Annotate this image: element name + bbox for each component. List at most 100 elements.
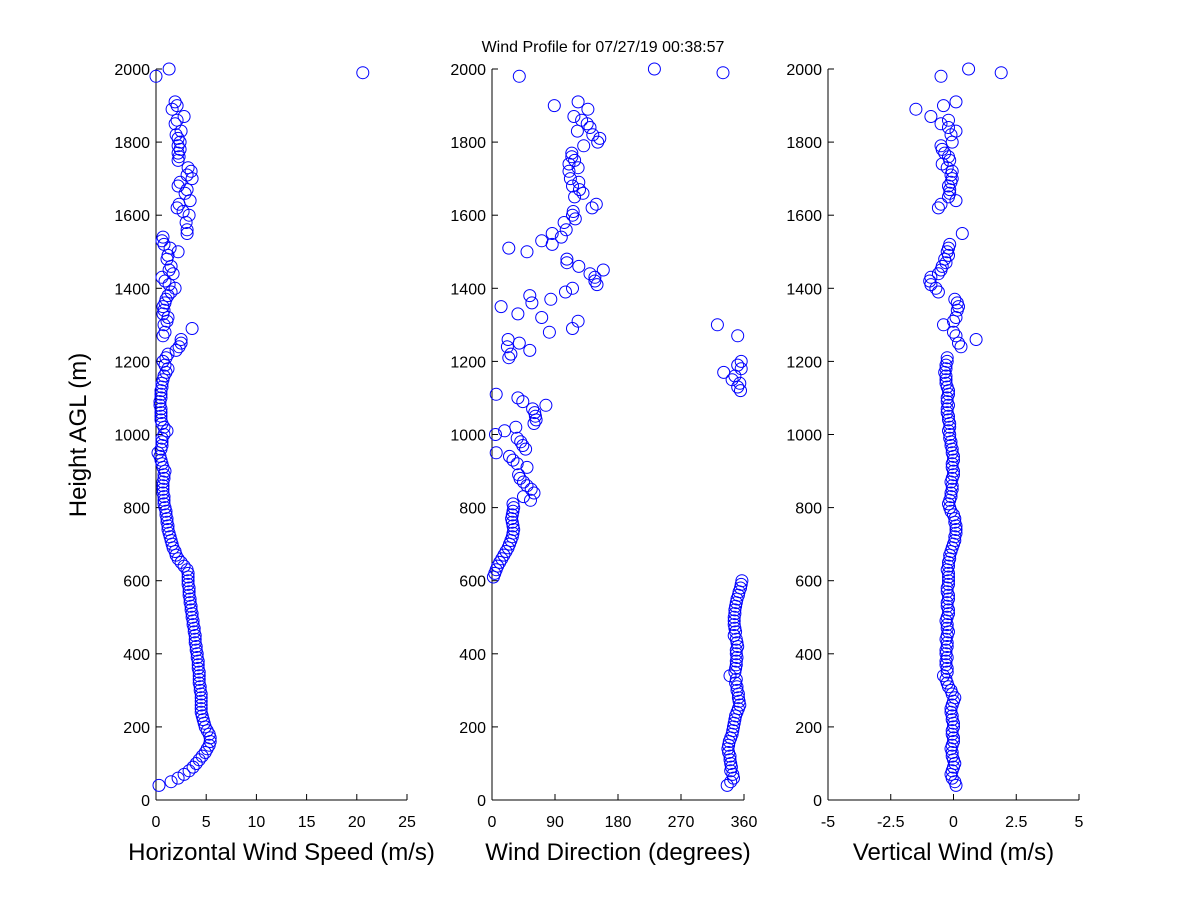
direction-data-point <box>559 285 572 299</box>
direction-data-point <box>510 431 524 445</box>
vertical-data-point <box>949 523 963 536</box>
direction-data-point <box>734 362 748 376</box>
direction-data-point <box>542 325 556 339</box>
speed-data-point <box>161 362 175 376</box>
speed-data-point <box>156 486 170 500</box>
vertical-data-point <box>939 672 953 686</box>
speed-data-point <box>181 577 195 591</box>
speed-y-tick-label: 600 <box>123 574 150 591</box>
vertical-y-tick-label: 1400 <box>786 281 822 298</box>
direction-data-point <box>544 292 558 306</box>
vertical-x-axis-label: Vertical Wind (m/s) <box>853 839 1054 866</box>
speed-data-point <box>194 698 208 712</box>
direction-y-tick-label: 1200 <box>450 354 486 371</box>
vertical-data-point <box>909 102 923 116</box>
speed-data-point <box>186 618 200 632</box>
direction-data-point <box>730 683 744 697</box>
vertical-data-point <box>949 124 963 138</box>
direction-x-tick-label: 90 <box>546 814 564 831</box>
vertical-data-point <box>935 259 949 273</box>
direction-data-point <box>524 493 537 507</box>
y-axis-label: Height AGL (m) <box>65 353 92 518</box>
speed-data-point <box>180 183 194 197</box>
vertical-data-point <box>947 735 960 748</box>
speed-data-point <box>156 329 170 343</box>
vertical-data-point <box>950 296 964 310</box>
vertical-data-point <box>939 658 953 672</box>
vertical-data-point <box>942 592 955 606</box>
speed-x-axis-label: Horizontal Wind Speed (m/s) <box>128 839 435 866</box>
speed-y-tick-label: 2000 <box>114 62 150 79</box>
direction-data-point <box>589 197 603 211</box>
speed-data-point <box>202 727 216 741</box>
speed-data-point <box>164 775 178 789</box>
direction-data-point <box>489 428 502 441</box>
vertical-data-point <box>940 585 954 599</box>
direction-data-point <box>568 153 582 167</box>
vertical-data-point <box>942 121 955 134</box>
speed-data-point <box>154 409 168 423</box>
speed-y-tick-label: 0 <box>141 793 150 810</box>
direction-data-point <box>727 614 741 628</box>
speed-data-point <box>173 175 187 189</box>
direction-data-point <box>593 131 607 145</box>
direction-data-point <box>567 110 581 123</box>
direction-data-point <box>571 314 585 328</box>
direction-data-point <box>560 256 574 270</box>
speed-data-point <box>149 69 163 83</box>
direction-data-point <box>517 475 530 489</box>
vertical-data-point <box>943 431 957 445</box>
speed-data-point <box>171 245 185 259</box>
direction-data-point <box>520 460 534 474</box>
speed-data-point <box>157 237 171 251</box>
vertical-data-point <box>940 640 954 653</box>
speed-y-tick-label: 1600 <box>114 208 150 225</box>
speed-x-tick-label: 0 <box>152 814 161 831</box>
vertical-x-tick-label: 0 <box>949 814 958 831</box>
vertical-data-point <box>944 490 958 504</box>
speed-data-point <box>192 669 206 683</box>
vertical-y-tick-label: 400 <box>795 647 822 664</box>
direction-data-point <box>547 99 561 113</box>
direction-data-point <box>506 453 520 467</box>
speed-data-point <box>171 131 185 145</box>
speed-data-point <box>161 523 175 536</box>
direction-y-tick-label: 200 <box>459 720 486 737</box>
direction-data-point <box>727 618 741 632</box>
direction-y-tick-label: 1400 <box>450 281 486 298</box>
direction-data-point <box>734 354 748 368</box>
speed-data-point <box>156 482 170 496</box>
direction-x-tick-label: 0 <box>488 814 497 831</box>
direction-data-point <box>716 66 730 80</box>
direction-data-point <box>504 347 518 361</box>
wind-direction-panel: 0 200 400 600 800 1000 1200 1400 1600 1800 2000 0 90… <box>450 62 757 866</box>
speed-y-tick-label: 1200 <box>114 354 150 371</box>
vertical-data-point <box>948 691 962 705</box>
vertical-data-point <box>945 482 959 496</box>
vertical-y-tick-label: 600 <box>795 574 822 591</box>
chart-title: Wind Profile for 07/27/19 00:38:57 <box>482 39 725 56</box>
vertical-data-point <box>937 318 950 332</box>
vertical-data-point <box>962 62 976 76</box>
speed-data-point <box>187 625 201 639</box>
direction-data-point <box>572 259 586 273</box>
direction-data-point <box>519 442 533 456</box>
direction-y-tick-label: 2000 <box>450 62 486 79</box>
speed-data-point <box>155 435 169 449</box>
direction-data-point <box>596 263 610 277</box>
direction-data-point <box>566 281 579 295</box>
vertical-data-point <box>940 354 954 368</box>
speed-data-point <box>157 318 171 332</box>
direction-y-tick-label: 600 <box>459 574 486 591</box>
speed-data-point <box>156 300 170 314</box>
speed-data-point <box>177 110 191 123</box>
vertical-data-point <box>947 325 960 339</box>
direction-data-point <box>723 753 737 767</box>
direction-data-point <box>717 365 731 379</box>
speed-data-point <box>153 449 167 463</box>
vertical-y-tick-label: 1200 <box>786 354 822 371</box>
speed-data-point <box>162 263 176 277</box>
vertical-data-point <box>942 607 955 621</box>
vertical-data-point <box>939 376 953 390</box>
direction-data-point <box>493 555 507 569</box>
